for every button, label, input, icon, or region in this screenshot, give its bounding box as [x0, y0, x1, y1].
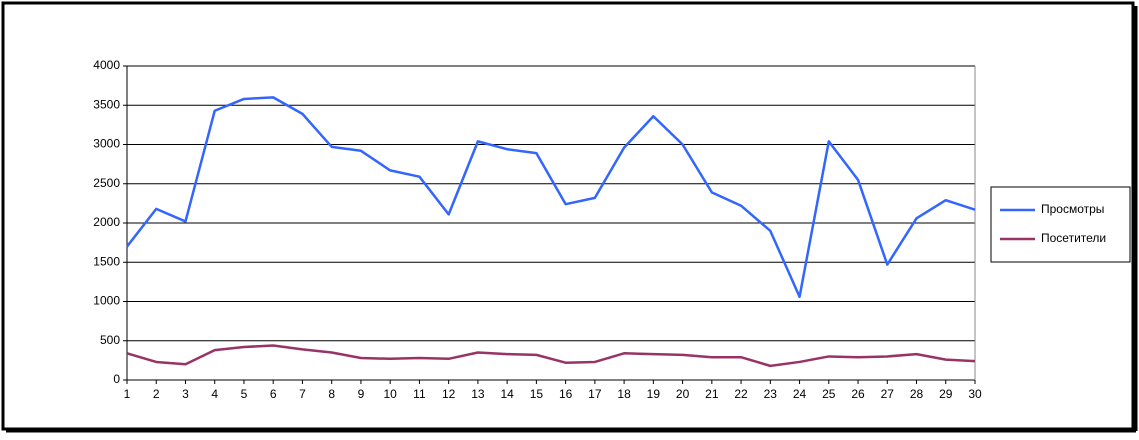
x-tick-label: 13 [471, 387, 485, 401]
x-tick-label: 20 [676, 387, 690, 401]
x-tick-label: 9 [358, 387, 365, 401]
x-tick-label: 30 [968, 387, 982, 401]
x-tick-label: 24 [793, 387, 807, 401]
x-tick-label: 21 [705, 387, 719, 401]
x-tick-label: 1 [124, 387, 131, 401]
y-tick-label: 1000 [93, 294, 120, 308]
y-tick-label: 2000 [93, 215, 120, 229]
x-tick-label: 19 [647, 387, 661, 401]
y-tick-label: 3000 [93, 137, 120, 151]
y-tick-label: 1500 [93, 254, 120, 268]
x-tick-label: 11 [413, 387, 426, 401]
x-tick-label: 8 [328, 387, 335, 401]
x-tick-label: 17 [588, 387, 602, 401]
x-tick-label: 10 [383, 387, 397, 401]
x-tick-label: 22 [734, 387, 748, 401]
x-tick-label: 29 [939, 387, 953, 401]
x-tick-label: 16 [559, 387, 573, 401]
x-tick-label: 26 [851, 387, 865, 401]
x-tick-label: 6 [270, 387, 277, 401]
y-tick-label: 3500 [93, 97, 120, 111]
x-tick-label: 4 [211, 387, 218, 401]
legend-box [990, 186, 1131, 263]
legend-label: Просмотры [1041, 202, 1104, 216]
y-tick-label: 0 [113, 372, 120, 386]
x-tick-label: 2 [153, 387, 160, 401]
x-tick-label: 14 [500, 387, 514, 401]
x-tick-label: 28 [910, 387, 924, 401]
x-tick-label: 25 [822, 387, 836, 401]
chart-frame [1, 1, 1135, 431]
x-tick-label: 15 [530, 387, 544, 401]
y-tick-label: 2500 [93, 176, 120, 190]
x-tick-label: 18 [617, 387, 631, 401]
x-tick-label: 7 [299, 387, 306, 401]
series-line [126, 96, 976, 299]
x-tick-label: 12 [442, 387, 456, 401]
series-line [126, 344, 976, 368]
x-tick-label: 27 [881, 387, 895, 401]
x-tick-label: 3 [182, 387, 189, 401]
y-tick-label: 4000 [93, 58, 120, 72]
y-tick-label: 500 [100, 333, 120, 347]
x-tick-label: 23 [764, 387, 778, 401]
x-tick-label: 5 [241, 387, 248, 401]
legend-label: Посетители [1041, 231, 1106, 245]
